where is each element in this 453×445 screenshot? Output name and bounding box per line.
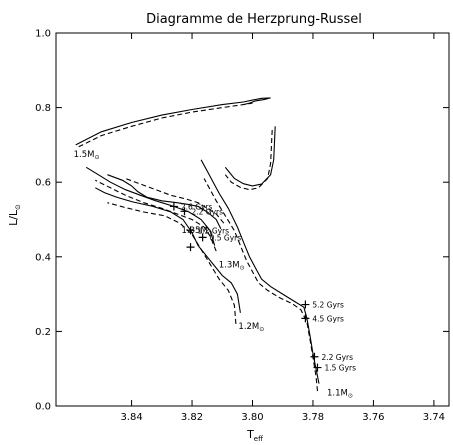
mass-label: 1.1M⊙ xyxy=(327,389,353,400)
track-dashed-4 xyxy=(203,178,319,392)
mass-labels: 1.5M⊙1.35M⊙1.3M⊙1.2M⊙1.1M⊙ xyxy=(74,150,353,400)
evolution-tracks xyxy=(75,97,320,392)
x-axis-label-main: T xyxy=(246,428,254,441)
age-label: 0.5 Gyrs xyxy=(210,233,242,242)
mass-label: 1.5M⊙ xyxy=(74,150,100,161)
mass-label: 1.3M⊙ xyxy=(219,261,245,272)
x-tick-label: 3.76 xyxy=(362,412,384,423)
mass-label-text: 1.3M xyxy=(219,261,240,271)
x-tick-label: 3.82 xyxy=(181,412,203,423)
age-label: 2.2 Gyrs xyxy=(191,207,223,216)
y-tick-label: 0.6 xyxy=(35,178,51,189)
track-solid-5 xyxy=(224,126,276,187)
x-axis-label: Teff xyxy=(246,428,263,443)
mass-label-text: 1.35M xyxy=(181,226,207,236)
age-marker xyxy=(186,243,195,252)
track-dashed-1 xyxy=(125,177,225,224)
mass-label-text: 1.1M xyxy=(327,389,348,399)
mass-label-text: 1.2M xyxy=(238,322,259,332)
x-axis-label-sub: eff xyxy=(254,435,263,443)
y-tick-label: 1.0 xyxy=(35,29,51,40)
x-tick-label: 3.78 xyxy=(302,412,324,423)
y-tick-label: 0.4 xyxy=(35,252,51,263)
age-marker xyxy=(301,300,310,309)
y-axis-ticks: 0.0 0.2 0.4 0.6 0.8 1.0 xyxy=(35,29,449,413)
age-label: 5.2 Gyrs xyxy=(312,301,344,310)
age-label: 1.5 Gyrs xyxy=(324,364,356,373)
track-solid-3 xyxy=(95,187,241,313)
mass-label: 1.2M⊙ xyxy=(238,322,264,333)
age-label: 2.6 Gyrs xyxy=(181,202,213,211)
track-solid-2 xyxy=(85,166,216,246)
track-solid-4 xyxy=(200,159,320,384)
track-solid-1 xyxy=(107,174,222,230)
y-tick-label: 0.8 xyxy=(35,103,51,114)
age-marker xyxy=(301,314,310,323)
mass-label-sub: ⊙ xyxy=(208,230,213,237)
age-marker xyxy=(180,207,189,216)
age-marker xyxy=(198,233,207,242)
mass-label-sub: ⊙ xyxy=(348,393,353,400)
x-tick-label: 3.80 xyxy=(241,412,263,423)
mass-label-sub: ⊙ xyxy=(240,265,245,272)
track-dashed-0 xyxy=(78,102,253,148)
mass-label-text: 1.5M xyxy=(74,150,95,160)
age-label: 4.5 Gyrs xyxy=(312,314,344,323)
track-solid-0 xyxy=(75,97,271,146)
mass-label-sub: ⊙ xyxy=(259,326,264,333)
y-tick-label: 0.0 xyxy=(35,402,51,413)
age-marker xyxy=(313,363,322,372)
x-tick-label: 3.74 xyxy=(423,412,445,423)
age-marker xyxy=(169,202,178,211)
track-dashed-5 xyxy=(224,129,273,191)
age-label: 2.2 Gyrs xyxy=(321,353,353,362)
y-axis-label-main: L/L xyxy=(7,209,20,226)
mass-label: 1.35M⊙ xyxy=(181,226,212,237)
track-dashed-3 xyxy=(107,202,237,324)
age-marker xyxy=(186,226,195,235)
chart-title: Diagramme de Herzprung-Russel xyxy=(146,12,362,27)
mass-label-sub: ⊙ xyxy=(95,154,100,161)
x-tick-label: 3.84 xyxy=(120,412,142,423)
y-axis-label-sub: ⊙ xyxy=(14,204,22,210)
y-tick-label: 0.2 xyxy=(35,327,51,338)
age-marker xyxy=(310,352,319,361)
age-label: 1.2 Gyrs xyxy=(198,226,230,235)
y-axis-label: L/L⊙ xyxy=(7,204,22,226)
x-axis-ticks: 3.84 3.82 3.80 3.78 3.76 3.74 xyxy=(120,33,445,423)
plot-frame xyxy=(55,32,450,407)
